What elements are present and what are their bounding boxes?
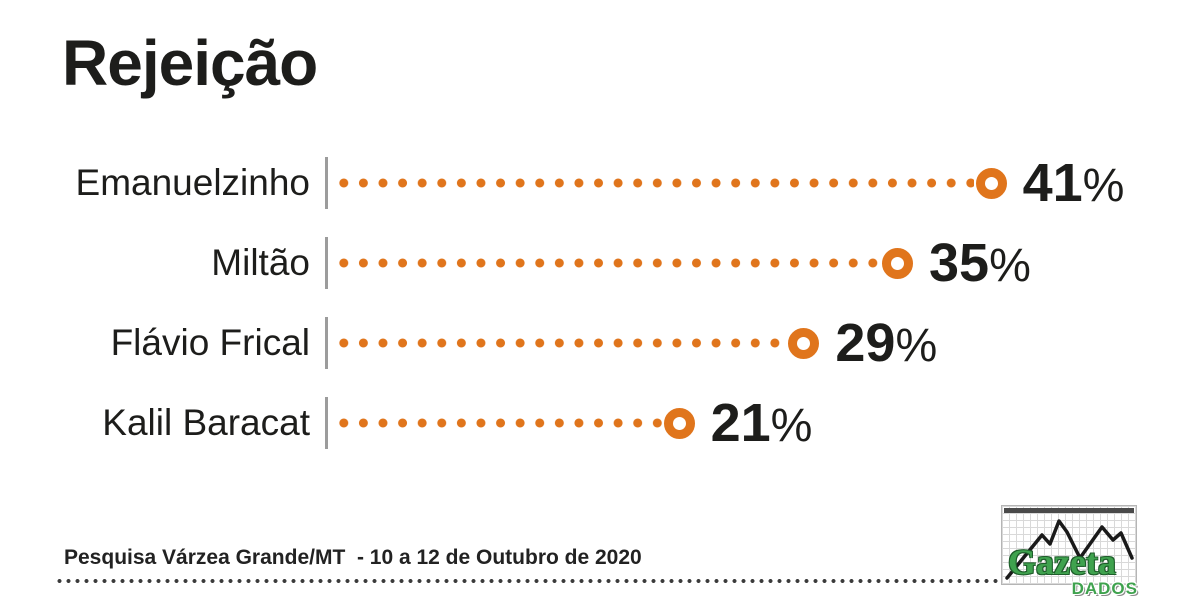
axis-tick-bar — [325, 157, 328, 209]
source-caption: Pesquisa Várzea Grande/MT - 10 a 12 de O… — [64, 546, 642, 569]
logo-subtitle: DADOS — [1071, 579, 1138, 598]
footer-dotted-divider — [55, 578, 1090, 584]
open-circle-marker-icon — [663, 407, 695, 439]
open-circle-marker-icon — [975, 167, 1007, 199]
axis-tick-bar — [325, 397, 328, 449]
logo-top-bar — [1004, 508, 1134, 513]
value-number: 41 — [1022, 153, 1083, 213]
open-circle-marker-icon — [788, 327, 820, 359]
dotted-value-line — [334, 178, 974, 188]
percent-sign: % — [770, 398, 813, 451]
axis-tick-bar — [325, 237, 328, 289]
dotted-value-line — [334, 338, 787, 348]
value-number: 29 — [835, 313, 896, 373]
percent-sign: % — [1082, 158, 1125, 211]
percent-sign: % — [895, 318, 938, 371]
value-number: 35 — [929, 233, 990, 293]
dot-chart: Emanuelzinho 41% Miltão 35% Flávio Frica… — [0, 143, 1200, 463]
dotted-value-line — [334, 258, 880, 268]
value-label: 35% — [929, 232, 1031, 294]
open-circle-marker-icon — [882, 247, 913, 279]
chart-row: Emanuelzinho 41% — [0, 143, 1200, 223]
gazeta-dados-logo: Gazeta DADOS — [1001, 505, 1137, 597]
chart-row: Miltão 35% — [0, 223, 1200, 303]
axis-tick-bar — [325, 317, 328, 369]
chart-row: Kalil Baracat 21% — [0, 383, 1200, 463]
candidate-label: Flávio Frical — [110, 322, 310, 363]
logo-title: Gazeta — [1008, 542, 1116, 582]
candidate-label: Emanuelzinho — [75, 162, 310, 203]
candidate-label: Kalil Baracat — [102, 402, 310, 443]
candidate-label: Miltão — [211, 242, 310, 283]
dotted-value-line — [334, 418, 662, 428]
value-label: 29% — [835, 312, 937, 374]
percent-sign: % — [989, 238, 1031, 291]
chart-row: Flávio Frical 29% — [0, 303, 1200, 383]
chart-title: Rejeição — [62, 27, 318, 99]
value-number: 21 — [710, 393, 771, 453]
line-chart-icon — [1005, 519, 1134, 580]
value-label: 41% — [1023, 152, 1125, 214]
value-label: 21% — [711, 392, 813, 454]
